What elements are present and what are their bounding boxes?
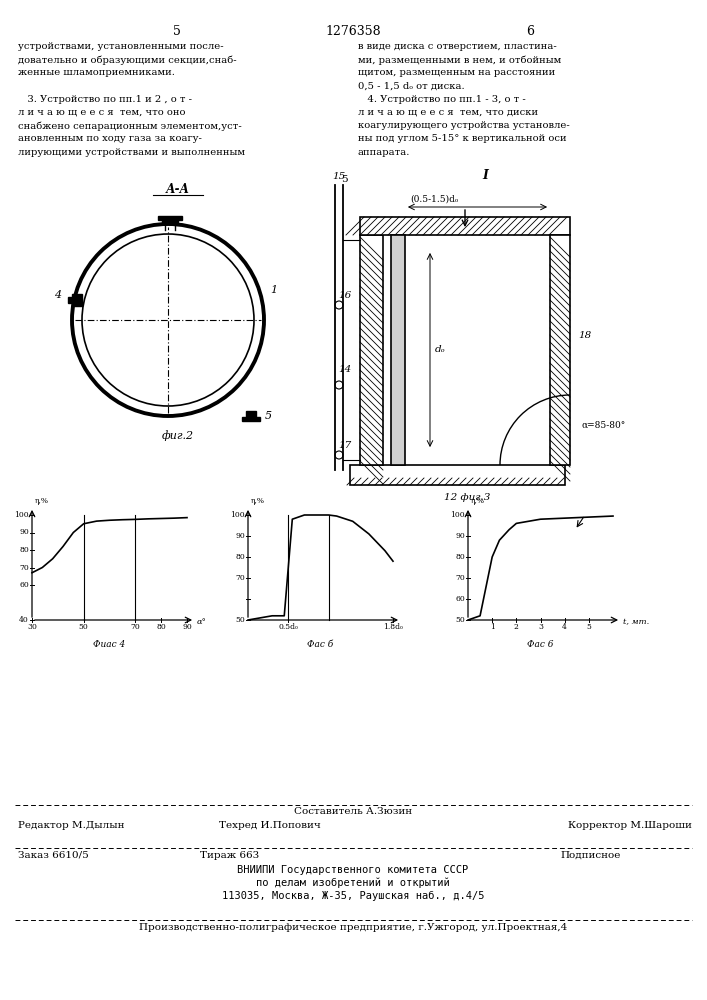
- Text: η,%: η,%: [251, 497, 265, 505]
- Text: 70: 70: [455, 574, 465, 582]
- Text: лирующими устройствами и выполненным: лирующими устройствами и выполненным: [18, 148, 245, 157]
- Text: коагулирующего устройства установле-: коагулирующего устройства установле-: [358, 121, 570, 130]
- Bar: [360, 235, 383, 465]
- Text: 3. Устройство по пп.1 и 2 , о т -: 3. Устройство по пп.1 и 2 , о т -: [18, 95, 192, 104]
- Text: t, мт.: t, мт.: [623, 618, 649, 626]
- Text: 14: 14: [339, 365, 352, 374]
- Text: Корректор М.Шароши: Корректор М.Шароши: [568, 821, 692, 830]
- Text: 4. Устройство по пп.1 - 3, о т -: 4. Устройство по пп.1 - 3, о т -: [358, 95, 526, 104]
- Text: I: I: [482, 169, 488, 182]
- Text: 1: 1: [270, 285, 277, 295]
- Bar: [360, 217, 570, 235]
- Text: 90: 90: [455, 532, 465, 540]
- Bar: [242, 417, 260, 421]
- Text: 16: 16: [339, 290, 352, 300]
- Text: 113035, Москва, Ж-35, Раушская наб., д.4/5: 113035, Москва, Ж-35, Раушская наб., д.4…: [222, 891, 484, 901]
- Text: ны под углом 5-15° к вертикальной оси: ны под углом 5-15° к вертикальной оси: [358, 134, 566, 143]
- Text: Тираж 663: Тираж 663: [200, 851, 259, 860]
- Text: 100: 100: [450, 511, 465, 519]
- Text: Фиас 4: Фиас 4: [93, 640, 126, 649]
- Bar: [550, 235, 570, 465]
- Text: устройствами, установленными после-: устройствами, установленными после-: [18, 42, 223, 51]
- Text: 30: 30: [27, 623, 37, 631]
- Text: 5: 5: [265, 411, 272, 421]
- Text: довательно и образующими секции,снаб-: довательно и образующими секции,снаб-: [18, 55, 237, 65]
- Text: Техред И.Попович: Техред И.Попович: [219, 821, 321, 830]
- Text: 40: 40: [19, 616, 29, 624]
- Bar: [350, 465, 565, 485]
- Text: 60: 60: [19, 581, 29, 589]
- Text: 15: 15: [332, 172, 346, 181]
- Text: Фас б: Фас б: [308, 640, 334, 649]
- Text: 80: 80: [19, 546, 29, 554]
- Bar: [68, 297, 74, 303]
- Text: 90: 90: [182, 623, 192, 631]
- Text: щитом, размещенным на расстоянии: щитом, размещенным на расстоянии: [358, 68, 555, 77]
- Text: 0,5 - 1,5 dₒ от диска.: 0,5 - 1,5 dₒ от диска.: [358, 82, 464, 91]
- Text: 100: 100: [14, 511, 29, 519]
- Text: Подписное: Подписное: [560, 851, 620, 860]
- Text: 50: 50: [455, 616, 465, 624]
- Bar: [72, 294, 82, 306]
- Text: по делам изобретений и открытий: по делам изобретений и открытий: [256, 878, 450, 888]
- Text: 70: 70: [131, 623, 140, 631]
- Text: 1.8dₒ: 1.8dₒ: [383, 623, 403, 631]
- Text: 90: 90: [19, 528, 29, 536]
- Text: женные шламоприемниками.: женные шламоприемниками.: [18, 68, 175, 77]
- Text: 50: 50: [235, 616, 245, 624]
- Text: Фас 6: Фас 6: [527, 640, 554, 649]
- Text: снабжено сепарационным элементом,уст-: снабжено сепарационным элементом,уст-: [18, 121, 242, 131]
- Text: 17: 17: [339, 440, 352, 450]
- Text: 3: 3: [538, 623, 543, 631]
- Text: η,%: η,%: [35, 497, 49, 505]
- Text: Производственно-полиграфическое предприятие, г.Ужгород, ул.Проектная,4: Производственно-полиграфическое предприя…: [139, 923, 567, 932]
- Text: 6: 6: [526, 25, 534, 38]
- Text: 18: 18: [578, 330, 591, 340]
- Text: 2: 2: [514, 623, 519, 631]
- Text: Составитель А.Зюзин: Составитель А.Зюзин: [294, 807, 412, 816]
- Text: 80: 80: [156, 623, 166, 631]
- Text: Редактор М.Дылын: Редактор М.Дылын: [18, 821, 124, 830]
- Text: Заказ 6610/5: Заказ 6610/5: [18, 851, 89, 860]
- Text: ановленным по ходу газа за коагу-: ановленным по ходу газа за коагу-: [18, 134, 202, 143]
- Text: 90: 90: [235, 532, 245, 540]
- Text: 5: 5: [173, 25, 181, 38]
- Text: в виде диска с отверстием, пластина-: в виде диска с отверстием, пластина-: [358, 42, 556, 51]
- Bar: [246, 411, 256, 418]
- Text: л и ч а ю щ е е с я  тем, что диски: л и ч а ю щ е е с я тем, что диски: [358, 108, 538, 117]
- Text: А-А: А-А: [166, 183, 190, 196]
- Text: фиг.2: фиг.2: [162, 430, 194, 441]
- Text: 60: 60: [455, 595, 465, 603]
- Text: 70: 70: [19, 564, 29, 572]
- Text: 0.5dₒ: 0.5dₒ: [279, 623, 298, 631]
- Text: 4: 4: [54, 290, 62, 300]
- Text: α=85-80°: α=85-80°: [582, 421, 626, 430]
- Text: η,%: η,%: [471, 497, 485, 505]
- Text: 4: 4: [562, 623, 567, 631]
- Text: 5: 5: [341, 176, 347, 184]
- Text: 1276358: 1276358: [325, 25, 381, 38]
- Text: 12 фиг.3: 12 фиг.3: [444, 493, 491, 502]
- Text: ми, размещенными в нем, и отбойным: ми, размещенными в нем, и отбойным: [358, 55, 561, 65]
- Text: 70: 70: [235, 574, 245, 582]
- Text: л и ч а ю щ е е с я  тем, что оно: л и ч а ю щ е е с я тем, что оно: [18, 108, 185, 117]
- Text: аппарата.: аппарата.: [358, 148, 410, 157]
- Text: ВНИИПИ Государственного комитета СССР: ВНИИПИ Государственного комитета СССР: [238, 865, 469, 875]
- Text: 80: 80: [235, 553, 245, 561]
- Text: 5: 5: [586, 623, 591, 631]
- Text: dₒ: dₒ: [435, 346, 445, 355]
- Bar: [391, 235, 405, 465]
- Bar: [162, 218, 178, 224]
- Text: 1: 1: [490, 623, 495, 631]
- Text: 50: 50: [78, 623, 88, 631]
- Text: (0.5-1.5)dₒ: (0.5-1.5)dₒ: [410, 195, 458, 204]
- Bar: [158, 216, 182, 220]
- Text: 80: 80: [455, 553, 465, 561]
- Text: α°: α°: [197, 618, 207, 626]
- Text: 100: 100: [230, 511, 245, 519]
